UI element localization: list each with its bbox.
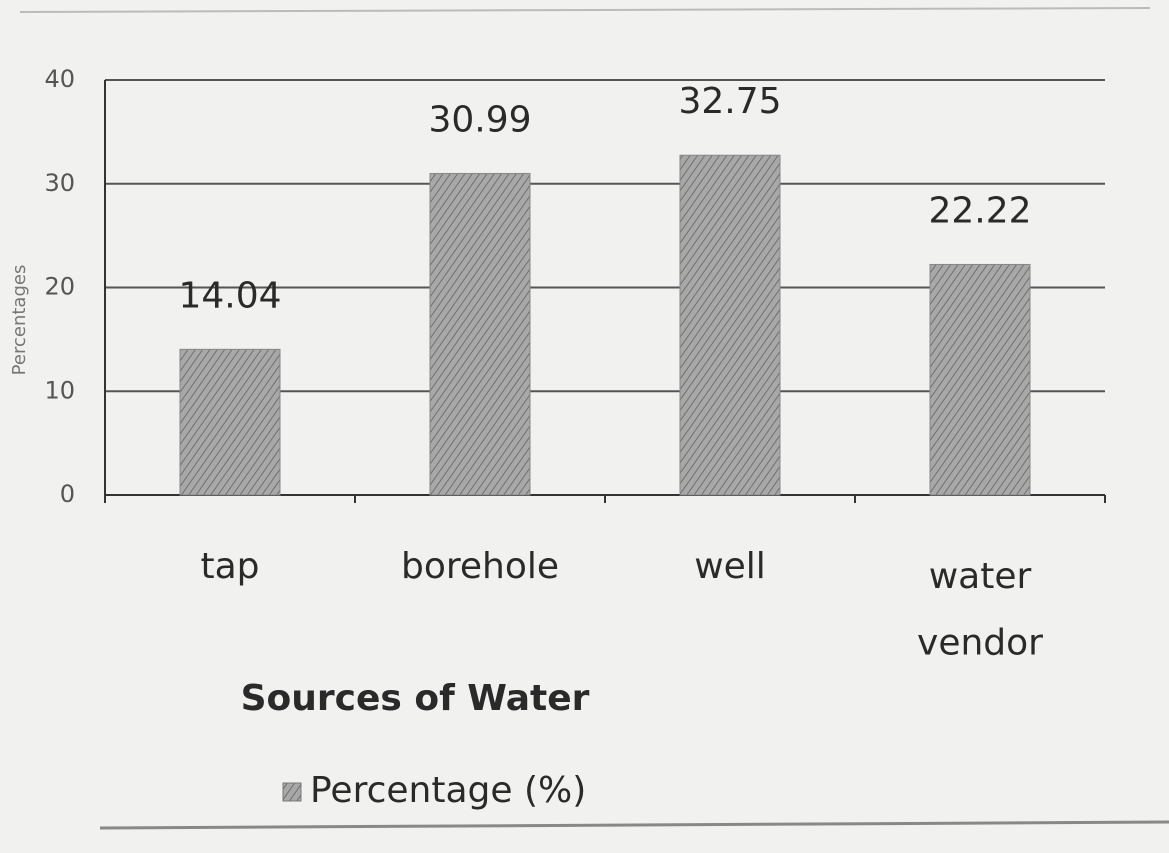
data-label: 30.99 [428,99,531,140]
x-tick-label: water vendor [917,556,1043,664]
x-tick-label: tap [200,546,259,587]
bar [679,154,781,496]
frame-bottom [99,820,1169,830]
bar [429,172,531,496]
x-tick-label: borehole [401,546,559,587]
bar [929,263,1031,496]
y-tick-label: 40 [44,65,75,93]
frame-top [19,7,1151,13]
y-tick-label: 0 [60,480,75,508]
data-label: 22.22 [928,190,1031,231]
y-axis-title: Percentages [9,265,30,376]
legend-label: Percentage (%) [310,770,586,811]
x-axis-title: Sources of Water [241,678,590,719]
bar [179,348,281,496]
y-tick-label: 10 [44,376,75,404]
y-tick-label: 20 [44,273,75,301]
x-tick-label: well [694,546,766,587]
data-label: 14.04 [178,275,281,316]
legend-swatch [282,782,302,802]
y-tick-label: 30 [44,169,75,197]
data-label: 32.75 [678,81,781,122]
